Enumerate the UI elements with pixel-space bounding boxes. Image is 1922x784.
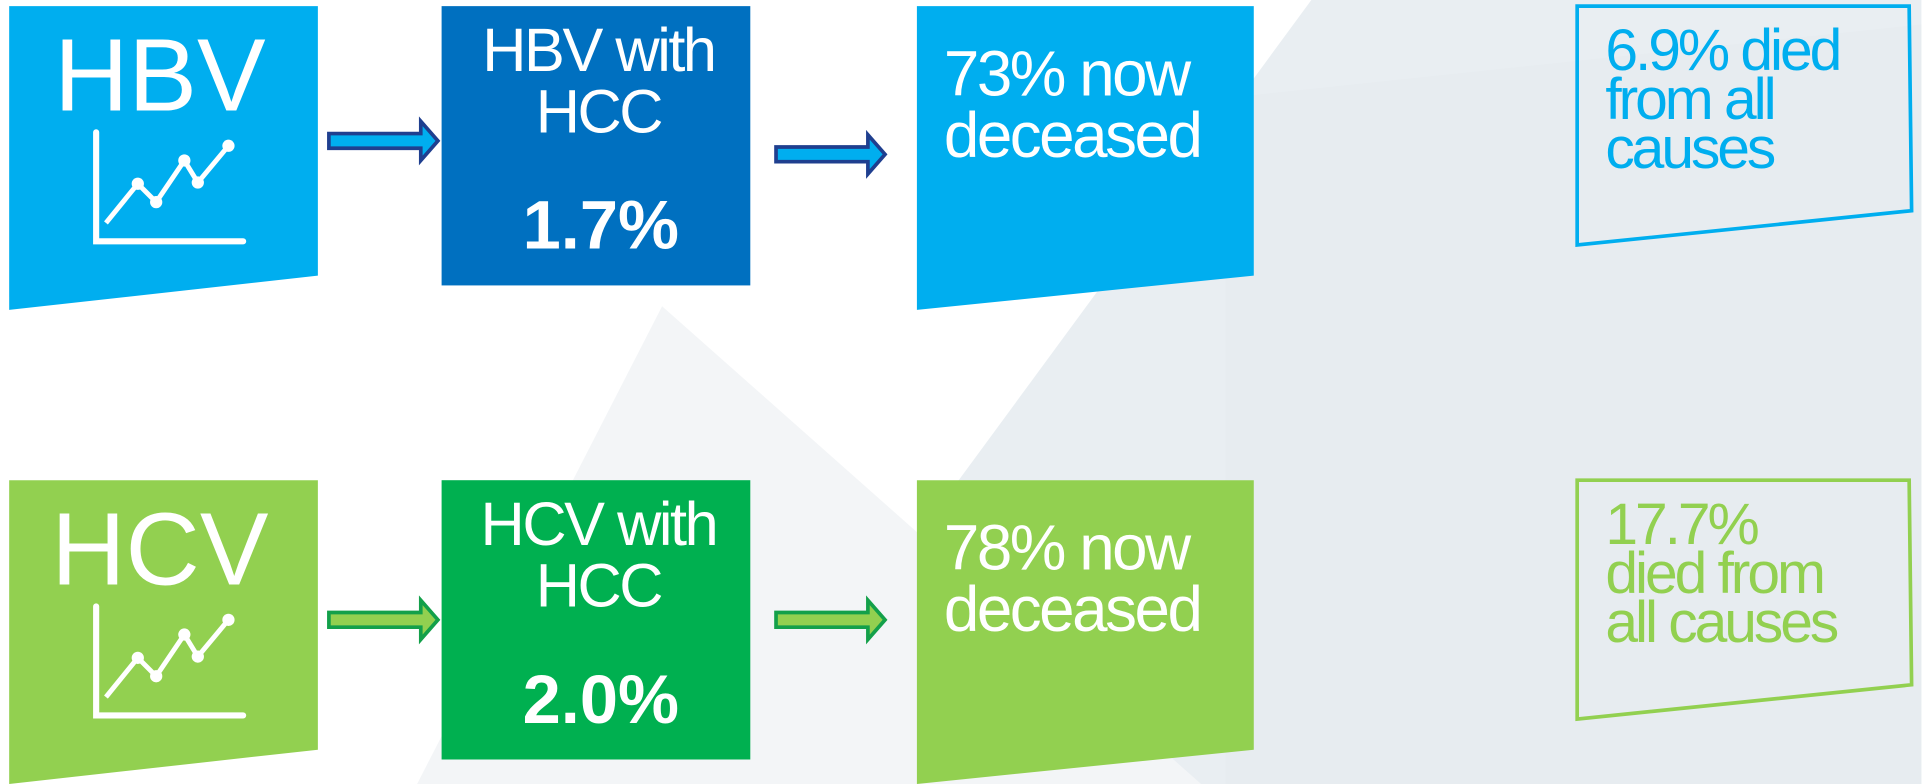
trend-dot (191, 176, 204, 189)
arrow (327, 116, 441, 166)
trend-dot (178, 628, 191, 641)
deceased-label: 78% now (944, 513, 1192, 584)
deceased-label: 73% now (944, 39, 1192, 110)
hcc-rate: 1.7% (523, 187, 679, 264)
trend-dot (150, 196, 163, 209)
arrow (327, 595, 441, 645)
hcc-label: HCC (536, 551, 662, 619)
all-cause-label: all causes (1605, 590, 1837, 655)
all-cause-box (1575, 478, 1914, 722)
trend-dot (222, 613, 235, 626)
arrow (774, 595, 888, 645)
hcc-label: HBV with (482, 16, 714, 84)
hcc-box (441, 480, 751, 760)
trend-line (104, 144, 231, 225)
all-cause-label: died from (1605, 541, 1823, 606)
hcc-box (441, 6, 751, 286)
trend-dot (131, 651, 144, 664)
trend-axis (93, 603, 247, 719)
trend-dot (150, 670, 163, 683)
source-box (9, 480, 318, 784)
hcc-label: HCC (536, 77, 662, 145)
hcc-label: HCV with (481, 490, 717, 558)
all-cause-box (1575, 4, 1914, 248)
trend-line (104, 618, 231, 699)
source-box (9, 6, 318, 310)
trend-axis (93, 129, 247, 245)
hcc-rate: 2.0% (523, 661, 679, 738)
arrow (774, 129, 888, 179)
all-cause-label: causes (1605, 116, 1775, 181)
trend-dot (178, 154, 191, 167)
trend-dot (131, 177, 144, 190)
source-label: HBV (54, 17, 266, 132)
all-cause-label: 6.9% died (1605, 18, 1839, 83)
all-cause-label: from all (1605, 67, 1773, 132)
all-cause-label: 17.7% (1605, 492, 1758, 557)
deceased-label: deceased (944, 100, 1201, 171)
deceased-box (916, 480, 1254, 784)
deceased-label: deceased (944, 574, 1201, 645)
trend-dot (191, 650, 204, 663)
trend-dot (222, 139, 235, 152)
deceased-box (916, 6, 1254, 310)
source-label: HCV (51, 491, 269, 606)
